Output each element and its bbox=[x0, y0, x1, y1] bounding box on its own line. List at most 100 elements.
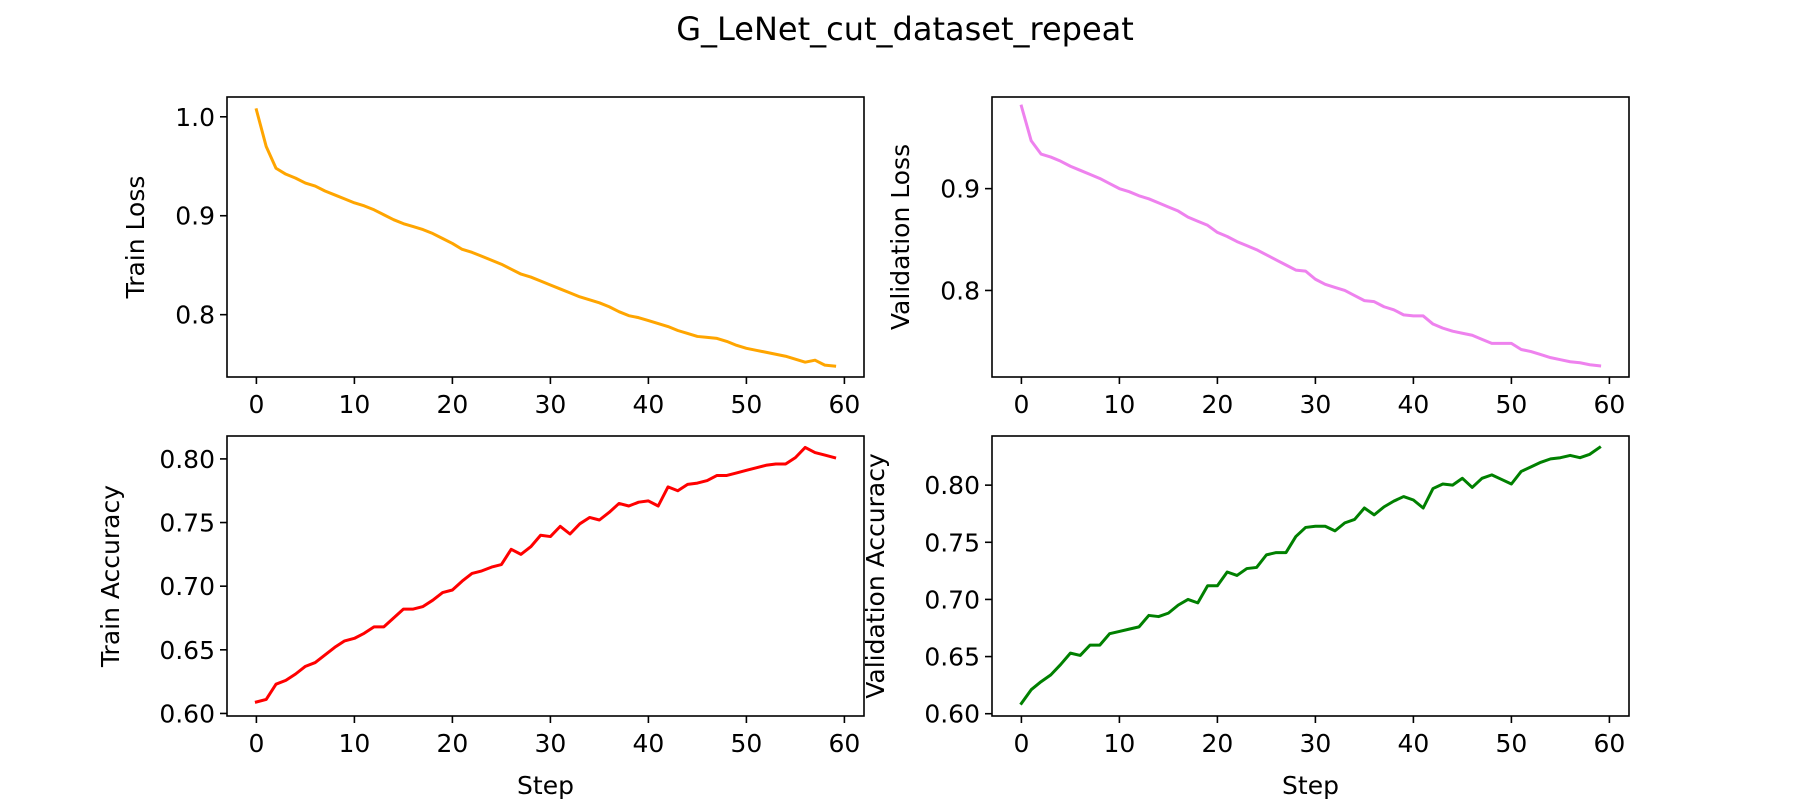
data-point bbox=[1539, 353, 1542, 356]
data-point bbox=[333, 193, 336, 196]
data-point bbox=[451, 589, 454, 592]
data-point bbox=[794, 358, 797, 361]
x-tick-label: 50 bbox=[730, 390, 762, 419]
data-point bbox=[1040, 680, 1043, 683]
data-point bbox=[627, 314, 630, 317]
data-point bbox=[265, 698, 268, 701]
data-point bbox=[1226, 235, 1229, 238]
data-point bbox=[471, 572, 474, 575]
series-line bbox=[1019, 445, 1602, 706]
data-point bbox=[823, 364, 826, 367]
data-point bbox=[441, 237, 444, 240]
data-point bbox=[735, 471, 738, 474]
data-point bbox=[422, 605, 425, 608]
series-line bbox=[254, 108, 837, 368]
data-point bbox=[1432, 487, 1435, 490]
data-point bbox=[667, 325, 670, 328]
data-point bbox=[255, 701, 258, 704]
y-tick-label: 0.65 bbox=[924, 643, 980, 672]
data-point bbox=[1324, 283, 1327, 286]
data-point bbox=[1187, 216, 1190, 219]
data-point bbox=[1471, 486, 1474, 489]
data-point bbox=[324, 653, 327, 656]
data-point bbox=[559, 287, 562, 290]
x-axis-label: Step bbox=[1282, 771, 1339, 800]
x-tick-label: 30 bbox=[1299, 729, 1331, 758]
x-tick-label: 50 bbox=[1495, 729, 1527, 758]
data-point bbox=[814, 451, 817, 454]
data-point bbox=[549, 535, 552, 538]
data-point bbox=[559, 525, 562, 528]
data-point bbox=[774, 463, 777, 466]
data-point bbox=[1108, 182, 1111, 185]
data-point bbox=[1461, 332, 1464, 335]
data-point bbox=[1373, 300, 1376, 303]
data-point bbox=[657, 322, 660, 325]
data-point bbox=[431, 232, 434, 235]
series-line bbox=[1019, 104, 1602, 368]
data-point bbox=[1500, 478, 1503, 481]
data-point bbox=[480, 255, 483, 258]
data-point bbox=[578, 522, 581, 525]
y-tick-label: 0.60 bbox=[159, 699, 215, 728]
data-point bbox=[608, 511, 611, 514]
data-point bbox=[1441, 483, 1444, 486]
data-point bbox=[324, 189, 327, 192]
subplot-validation-accuracy: 0 10 20 30 40 50 60 0.60 0.65 0.70 0.75 0.80 Validat… bbox=[861, 435, 1630, 800]
data-point bbox=[255, 108, 258, 111]
data-point bbox=[1118, 187, 1121, 190]
data-point bbox=[725, 340, 728, 343]
data-point bbox=[529, 545, 532, 548]
data-point bbox=[1206, 224, 1209, 227]
y-tick-label: 0.75 bbox=[924, 528, 980, 557]
data-point bbox=[755, 466, 758, 469]
data-point bbox=[1598, 446, 1601, 449]
data-point bbox=[363, 204, 366, 207]
data-point bbox=[1236, 574, 1239, 577]
data-point bbox=[1059, 160, 1062, 163]
y-tick-label: 0.70 bbox=[924, 585, 980, 614]
y-axis-label: Train Accuracy bbox=[96, 485, 125, 668]
axes-frame bbox=[991, 435, 1630, 717]
data-point bbox=[1226, 571, 1229, 574]
data-point bbox=[294, 673, 297, 676]
x-tick-label: 50 bbox=[730, 729, 762, 758]
data-point bbox=[1588, 363, 1591, 366]
data-point bbox=[314, 661, 317, 664]
x-tick-label: 50 bbox=[1495, 390, 1527, 419]
data-point bbox=[1412, 499, 1415, 502]
data-point bbox=[1500, 342, 1503, 345]
x-tick-label: 40 bbox=[1397, 390, 1429, 419]
data-point bbox=[618, 502, 621, 505]
data-point bbox=[402, 608, 405, 611]
data-point bbox=[265, 145, 268, 148]
data-point bbox=[314, 185, 317, 188]
subplot-train-loss: 0 10 20 30 40 50 60 0.8 0.9 1.0 Train Loss bbox=[121, 96, 865, 419]
data-point bbox=[1157, 615, 1160, 618]
data-point bbox=[1069, 165, 1072, 168]
data-point bbox=[1520, 348, 1523, 351]
data-point bbox=[1441, 327, 1444, 330]
data-point bbox=[569, 533, 572, 536]
data-point bbox=[676, 329, 679, 332]
data-point bbox=[1079, 654, 1082, 657]
data-point bbox=[1157, 201, 1160, 204]
data-point bbox=[1314, 278, 1317, 281]
x-tick-label: 10 bbox=[1103, 390, 1135, 419]
data-point bbox=[1089, 644, 1092, 647]
data-point bbox=[1353, 294, 1356, 297]
x-tick-label: 40 bbox=[632, 390, 664, 419]
data-point bbox=[1020, 702, 1023, 705]
data-point bbox=[510, 268, 513, 271]
data-point bbox=[598, 301, 601, 304]
data-point bbox=[1187, 598, 1190, 601]
y-tick-label: 0.80 bbox=[924, 471, 980, 500]
y-tick-label: 0.65 bbox=[159, 636, 215, 665]
data-point bbox=[1422, 507, 1425, 510]
data-point bbox=[765, 351, 768, 354]
data-point bbox=[1304, 270, 1307, 273]
data-point bbox=[1196, 601, 1199, 604]
data-point bbox=[1373, 513, 1376, 516]
data-point bbox=[1275, 551, 1278, 554]
